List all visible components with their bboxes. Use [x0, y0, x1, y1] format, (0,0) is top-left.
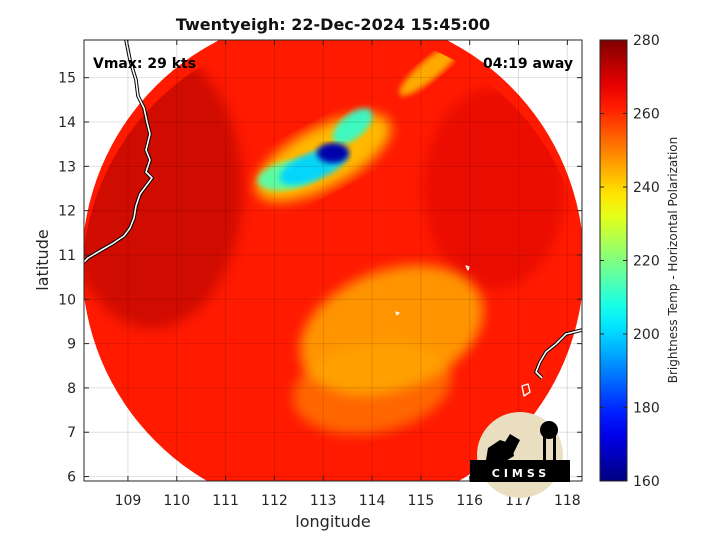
colorbar-tick-label: 260 — [633, 107, 660, 123]
vmax-annotation: Vmax: 29 kts — [93, 56, 196, 72]
y-tick-label: 15 — [58, 71, 76, 87]
colorbar-tick-label: 280 — [633, 33, 660, 49]
y-tick-label: 13 — [58, 159, 76, 175]
feature-warm-region-center — [299, 265, 484, 396]
colorbar-label: Brightness Temp - Horizontal Polarizatio… — [666, 137, 680, 384]
x-tick-label: 115 — [408, 493, 435, 509]
colorbar — [599, 39, 628, 482]
axes-frame — [83, 39, 583, 482]
away-annotation: 04:19 away — [483, 56, 573, 72]
coastline — [84, 40, 582, 397]
cimss-logo: CIMSS — [470, 412, 570, 498]
x-tick-label: 116 — [456, 493, 483, 509]
x-axis-label: longitude — [295, 512, 370, 531]
x-tick-label: 118 — [554, 493, 581, 509]
colorbar-tick-label: 160 — [633, 474, 660, 490]
grid-lines — [84, 40, 582, 481]
y-tick-label: 6 — [67, 470, 76, 486]
y-tick-label: 9 — [67, 337, 76, 353]
colorbar-ticks: 160 180 200 220 240 260 280 — [600, 33, 660, 490]
chart-title: Twentyeigh: 22-Dec-2024 15:45:00 — [176, 15, 490, 34]
y-tick-label: 10 — [58, 292, 76, 308]
colorbar-tick-label: 200 — [633, 327, 660, 343]
logo-text: CIMSS — [492, 467, 550, 480]
y-tick-label: 12 — [58, 204, 76, 220]
y-tick-label: 14 — [58, 115, 76, 131]
feature-cold-core — [317, 143, 349, 164]
y-axis-label: latitude — [33, 229, 52, 290]
feature-outer-band — [332, 108, 373, 145]
x-tick-label: 110 — [163, 493, 190, 509]
y-tick-label: 11 — [58, 248, 76, 264]
x-tick-label: 109 — [115, 493, 142, 509]
y-tick-label: 8 — [67, 381, 76, 397]
colorbar-tick-label: 220 — [633, 254, 660, 270]
x-tick-label: 112 — [261, 493, 288, 509]
axis-ticks: 109 110 111 112 113 114 115 116 117 1186789101112… — [58, 40, 582, 509]
x-tick-label: 111 — [212, 493, 239, 509]
x-tick-label: 113 — [310, 493, 337, 509]
x-tick-label: 114 — [359, 493, 386, 509]
colorbar-tick-label: 240 — [633, 180, 660, 196]
colorbar-tick-label: 180 — [633, 401, 660, 417]
y-tick-label: 7 — [67, 425, 76, 441]
